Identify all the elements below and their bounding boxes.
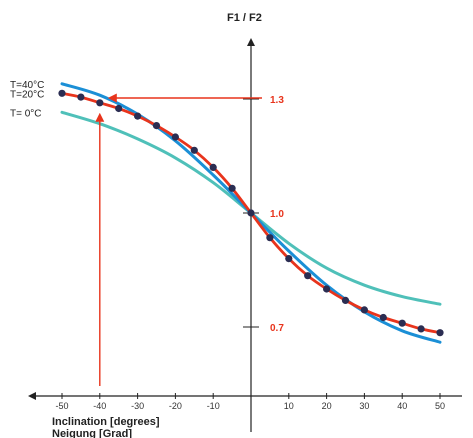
data-point (360, 306, 368, 314)
series-label: T=40°C (10, 80, 44, 91)
x-tick-label: -40 (93, 401, 106, 411)
data-point (77, 93, 85, 101)
axes: -50 -40 -30 -20 -10 10 20 30 40 50 1.3 1.0 0.7 (28, 38, 462, 432)
x-tick-label: 20 (322, 401, 332, 411)
x-axis-label: Neigung [Grad] (52, 428, 132, 438)
data-point (152, 122, 161, 130)
data-point (436, 329, 444, 337)
series-label: T= 0°C (10, 108, 42, 119)
x-tick-label: -10 (207, 401, 220, 411)
data-point (209, 163, 217, 171)
data-point (228, 184, 236, 192)
x-tick-label: -20 (169, 401, 182, 411)
y-axis-label: F1 / F2 (227, 12, 262, 24)
data-point (417, 325, 425, 333)
data-point (323, 285, 331, 293)
y-tick-label: 0.7 (270, 323, 284, 334)
y-tick-label: 1.3 (270, 95, 284, 106)
data-point (134, 112, 142, 120)
data-point (190, 146, 198, 154)
data-point (58, 89, 66, 97)
data-point (115, 104, 123, 113)
series-layer (58, 82, 444, 386)
x-tick-label: -30 (131, 401, 144, 411)
data-point (266, 234, 274, 242)
x-tick-label: 40 (397, 401, 407, 411)
x-tick-label: 10 (284, 401, 294, 411)
data-point (304, 272, 312, 280)
data-point (171, 133, 179, 141)
data-point (285, 255, 293, 263)
data-point (379, 313, 387, 322)
data-point (247, 209, 255, 217)
labels: F1 / F2 Inclination [degrees]Neigung [Gra… (10, 12, 262, 438)
series-label: T=20°C (10, 89, 44, 100)
data-point (398, 319, 406, 327)
x-tick-label: 30 (359, 401, 369, 411)
x-tick-label: -50 (55, 401, 68, 411)
x-axis-label: Inclination [degrees] (52, 416, 160, 428)
x-tick-label: 50 (435, 401, 445, 411)
data-point (96, 99, 104, 107)
data-point (341, 296, 350, 304)
y-tick-label: 1.0 (270, 209, 284, 220)
